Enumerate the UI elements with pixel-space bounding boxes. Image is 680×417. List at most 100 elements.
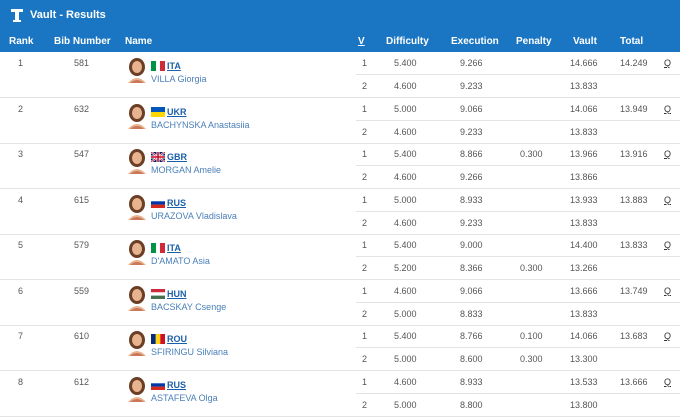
country-link[interactable]: RUS — [167, 379, 187, 390]
flag-rou-icon — [151, 334, 165, 344]
qualified-marker[interactable]: Q — [664, 285, 672, 296]
difficulty-cell: 4.600 — [394, 285, 417, 296]
penalty-cell: 0.300 — [520, 354, 543, 364]
qualified-marker[interactable]: Q — [664, 149, 672, 159]
vault-subrow: 1 5.400 9.266 14.666 — [356, 52, 680, 75]
execution-cell: 8.800 — [460, 399, 483, 410]
difficulty-cell: 5.400 — [394, 240, 417, 250]
flag-rus-icon — [151, 379, 165, 390]
qualified-marker[interactable]: Q — [664, 376, 672, 387]
country-link[interactable]: UKR — [167, 106, 187, 117]
vault-subrow: 1 5.400 8.766 0.100 14.066 — [356, 325, 680, 348]
execution-cell: 9.066 — [460, 285, 483, 296]
athlete-name-link[interactable]: URAZOVA Vladislava — [151, 210, 237, 221]
table-row: 1 581 ITA VILLA Giorgia 14.249 Q 1 5.400 9.266 14… — [0, 52, 680, 98]
vault-score-cell: 14.666 — [570, 58, 598, 68]
table-row: 7 610 ROU SFIRINGU Silviana 13.683 Q 1 5.400 8.7… — [0, 325, 680, 371]
penalty-cell: 0.300 — [520, 263, 543, 273]
total-cell: 13.683 — [620, 331, 648, 341]
bib-cell: 632 — [74, 103, 90, 114]
vault-score-cell: 14.400 — [570, 240, 598, 250]
vault-subrow: 2 4.600 9.266 13.866 — [356, 166, 680, 188]
vault-number-cell: 1 — [362, 376, 368, 387]
execution-cell: 8.600 — [460, 354, 483, 364]
table-row: 8 612 RUS ASTAFEVA Olga 13.666 Q 1 4.600 8.933 13… — [0, 371, 680, 417]
flag-ukr-icon — [151, 106, 165, 117]
bib-cell: 547 — [74, 149, 90, 159]
difficulty-cell: 5.000 — [394, 308, 417, 319]
vault-score-cell: 14.066 — [570, 103, 598, 114]
vault-score-cell: 13.666 — [570, 285, 598, 296]
col-v[interactable]: V — [358, 36, 365, 47]
difficulty-cell: 5.400 — [394, 149, 417, 159]
country-link[interactable]: ROU — [167, 334, 187, 344]
col-rank[interactable]: Rank — [9, 36, 34, 47]
col-bib[interactable]: Bib Number — [54, 36, 111, 47]
difficulty-cell: 4.600 — [394, 126, 417, 137]
execution-cell: 9.066 — [460, 103, 483, 114]
vault-subrow: 1 5.400 8.866 0.300 13.966 — [356, 143, 680, 166]
vault-number-cell: 2 — [362, 81, 368, 91]
results-header: Vault - Results Rank Bib Number Name V D… — [0, 0, 680, 52]
col-vault[interactable]: Vault — [573, 36, 597, 47]
table-row: 4 615 RUS URAZOVA Vladislava 13.883 Q 1 5.000 8.… — [0, 189, 680, 235]
vault-subrow: 1 5.000 9.066 14.066 — [356, 98, 680, 121]
difficulty-cell: 4.600 — [394, 81, 417, 91]
athlete-name-link[interactable]: D'AMATO Asia — [151, 256, 210, 266]
athlete-name-link[interactable]: BACSKAY Csenge — [151, 301, 227, 312]
difficulty-cell: 4.600 — [394, 376, 417, 387]
bib-cell: 581 — [74, 58, 90, 68]
col-execution[interactable]: Execution — [451, 36, 499, 47]
col-difficulty[interactable]: Difficulty — [386, 36, 429, 47]
athlete-name-link[interactable]: VILLA Giorgia — [151, 74, 207, 84]
country-link[interactable]: GBR — [167, 152, 187, 162]
country-link[interactable]: ITA — [167, 61, 181, 71]
total-cell: 13.916 — [620, 149, 648, 159]
difficulty-cell: 4.600 — [394, 217, 417, 228]
qualified-marker[interactable]: Q — [664, 194, 672, 205]
qualified-marker[interactable]: Q — [664, 103, 672, 114]
vault-subrow: 1 5.400 9.000 14.400 — [356, 234, 680, 257]
table-row: 5 579 ITA D'AMATO Asia 13.833 Q 1 5.400 9.000 14.… — [0, 234, 680, 280]
flag-ita-icon — [151, 61, 165, 71]
vault-score-cell: 13.833 — [570, 81, 598, 91]
vault-score-cell: 13.933 — [570, 194, 598, 205]
vault-number-cell: 2 — [362, 308, 368, 319]
bib-cell: 559 — [74, 285, 90, 296]
rank-cell: 2 — [18, 103, 24, 114]
vault-subrow: 1 4.600 9.066 13.666 — [356, 280, 680, 303]
vault-number-cell: 2 — [362, 354, 368, 364]
vault-subrow: 2 4.600 9.233 13.833 — [356, 121, 680, 143]
vault-score-cell: 13.966 — [570, 149, 598, 159]
qualified-marker[interactable]: Q — [664, 58, 672, 68]
athlete-name-link[interactable]: MORGAN Amelie — [151, 165, 222, 175]
col-name[interactable]: Name — [125, 36, 153, 47]
athlete-name-link[interactable]: ASTAFEVA Olga — [151, 392, 218, 403]
difficulty-cell: 5.200 — [394, 263, 417, 273]
flag-hun-icon — [151, 288, 165, 299]
difficulty-cell: 5.000 — [394, 103, 417, 114]
difficulty-cell: 4.600 — [394, 172, 417, 182]
country-link[interactable]: HUN — [167, 288, 187, 299]
country-link[interactable]: RUS — [167, 197, 187, 208]
total-cell: 13.883 — [620, 194, 648, 205]
vault-score-cell: 13.833 — [570, 308, 598, 319]
execution-cell: 9.233 — [460, 126, 483, 137]
vault-number-cell: 1 — [362, 240, 368, 250]
difficulty-cell: 5.400 — [394, 58, 417, 68]
athlete-name-link[interactable]: SFIRINGU Silviana — [151, 347, 229, 357]
vault-score-cell: 13.833 — [570, 126, 598, 137]
col-penalty[interactable]: Penalty — [516, 36, 552, 47]
athlete-name-link[interactable]: BACHYNSKA Anastasiia — [151, 119, 250, 130]
vault-score-cell: 14.066 — [570, 331, 598, 341]
execution-cell: 8.933 — [460, 376, 483, 387]
table-row: 6 559 HUN BACSKAY Csenge 13.749 Q 1 4.600 9.066 1… — [0, 280, 680, 326]
country-link[interactable]: ITA — [167, 243, 181, 253]
qualified-marker[interactable]: Q — [664, 331, 672, 341]
rank-cell: 6 — [18, 285, 24, 296]
bib-cell: 615 — [74, 194, 90, 205]
vault-score-cell: 13.866 — [570, 172, 598, 182]
col-total[interactable]: Total — [620, 36, 644, 47]
penalty-cell: 0.100 — [520, 331, 543, 341]
qualified-marker[interactable]: Q — [664, 240, 672, 250]
